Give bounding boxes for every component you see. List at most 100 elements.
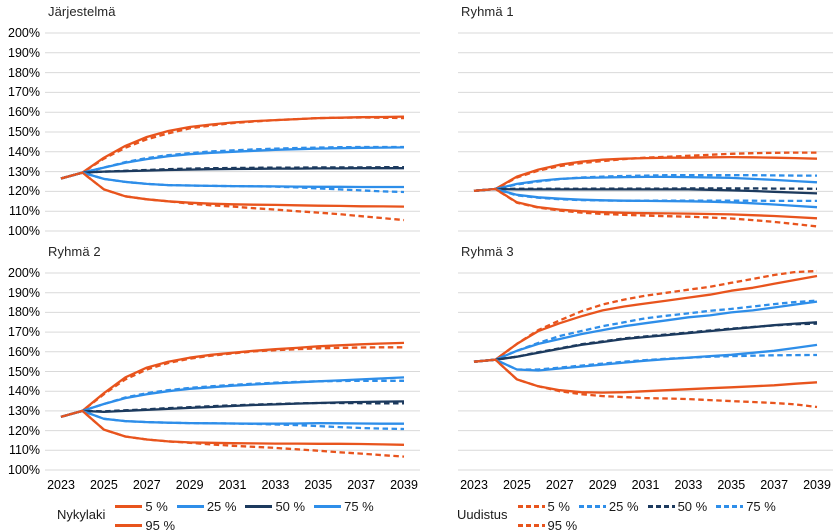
series-line-uudistus-75-: [60, 145, 404, 180]
legend-item-uudistus-95: 95 %: [517, 518, 578, 532]
legend-item-label: 75 %: [344, 499, 374, 514]
y-tick-label: 190%: [8, 45, 40, 60]
legend-swatch-dashed: [716, 505, 744, 508]
x-tick-label: 2035: [717, 478, 746, 492]
y-tick-label: 130%: [8, 164, 40, 179]
legend-item-uudistus-5: 5 %: [517, 499, 570, 514]
y-tick-label: 120%: [8, 423, 40, 438]
legend-item-nykylaki-50: 50 %: [245, 499, 305, 514]
chart-ryhma-2: Ryhmä 2: [45, 240, 420, 472]
series-line-uudistus-5-: [60, 409, 405, 458]
x-tick-label: 2035: [304, 478, 333, 492]
x-tick-label: 2029: [588, 478, 617, 492]
x-tick-label: 2025: [89, 478, 118, 492]
y-tick-label: 100%: [8, 224, 40, 238]
legend-item-uudistus-50: 50 %: [647, 499, 708, 514]
series-line-nykylaki-5-: [473, 358, 818, 394]
x-tick-label: 2039: [390, 478, 418, 492]
plot-jarjestelma: [45, 32, 420, 232]
legend-items-nykylaki: 5 % 25 % 50 % 75 % 95 %: [115, 495, 433, 532]
legend-item-label: 95 %: [547, 518, 578, 532]
legend-swatch-solid: [245, 505, 273, 508]
chart-title: Ryhmä 3: [461, 244, 514, 259]
legend-item-nykylaki-95: 95 %: [115, 518, 175, 532]
y-tick-label: 170%: [8, 325, 40, 340]
legend-item-nykylaki-25: 25 %: [176, 499, 237, 514]
y-tick-label: 120%: [8, 184, 40, 199]
plot-ryhma-3: [458, 269, 833, 471]
y-tick-label: 110%: [8, 443, 40, 458]
y-tick-label: 150%: [8, 364, 40, 379]
legend-item-label: 25 %: [608, 499, 639, 514]
series-line-nykylaki-50-: [60, 167, 404, 180]
x-tick-label: 2025: [502, 478, 531, 492]
legend-item-nykylaki-5: 5 %: [115, 499, 168, 514]
legend-swatch-dashed: [647, 505, 675, 508]
legend-item-uudistus-75: 75 %: [716, 499, 776, 514]
chart-title: Järjestelmä: [48, 4, 116, 19]
series-line-uudistus-50-: [473, 187, 818, 192]
x-tick-label: 2023: [460, 478, 488, 492]
legend-swatch-solid: [115, 505, 143, 508]
series-line-uudistus-25-: [473, 187, 817, 203]
y-tick-label: 140%: [8, 144, 40, 159]
series-line-nykylaki-5-: [473, 187, 818, 220]
x-tick-label: 2039: [803, 478, 831, 492]
legend-item-uudistus-25: 25 %: [578, 499, 639, 514]
legend-item-label: 25 %: [206, 499, 237, 514]
legend-swatch-solid: [314, 505, 342, 508]
legend-scenario-label: Nykylaki: [57, 506, 106, 522]
legend-scenario-label: Uudistus: [456, 506, 508, 522]
legend-item-label: 5 %: [547, 499, 570, 514]
legend-group-nykylaki: Nykylaki 5 % 25 % 50 % 75 % 95 %: [57, 495, 433, 532]
legend-item-label: 5 %: [145, 499, 168, 514]
x-tick-label: 2031: [631, 478, 660, 492]
series-line-uudistus-5-: [60, 171, 405, 222]
series-line-uudistus-25-: [473, 353, 818, 371]
y-tick-label: 200%: [8, 266, 40, 280]
series-line-uudistus-5-: [473, 358, 818, 409]
series-line-nykylaki-75-: [473, 300, 818, 363]
plot-ryhma-1: [458, 32, 833, 232]
legend-swatch-solid: [115, 524, 143, 527]
y-tick-label: 110%: [8, 204, 40, 219]
y-tick-label: 140%: [8, 384, 40, 399]
legend-swatch-dashed: [517, 524, 545, 527]
legend-item-label: 50 %: [275, 499, 306, 514]
series-line-nykylaki-5-: [60, 171, 405, 208]
x-tick-label: 2031: [218, 478, 247, 492]
y-tick-label: 170%: [8, 85, 40, 100]
legend-items-uudistus: 5 % 25 % 50 % 75 % 95 %: [517, 495, 835, 532]
series-line-uudistus-25-: [60, 409, 405, 431]
y-tick-label: 160%: [8, 105, 40, 120]
chart-ryhma-3: Ryhmä 3: [458, 240, 833, 472]
y-tick-label: 150%: [8, 125, 40, 139]
legend-swatch-solid: [176, 505, 204, 508]
series-line-uudistus-50-: [60, 166, 404, 180]
legend-swatch-dashed: [517, 505, 545, 508]
y-tick-label: 200%: [8, 26, 40, 40]
y-tick-label: 130%: [8, 403, 40, 418]
chart-jarjestelma: Järjestelmä: [45, 0, 420, 240]
series-line-uudistus-25-: [60, 171, 405, 194]
series-line-uudistus-95-: [60, 116, 405, 180]
x-tick-label: 2037: [347, 478, 376, 492]
plot-ryhma-2: [45, 272, 420, 471]
series-line-uudistus-5-: [473, 187, 818, 228]
x-tick-label: 2027: [545, 478, 574, 492]
x-tick-label: 2033: [261, 478, 290, 492]
series-line-nykylaki-95-: [60, 341, 405, 418]
y-tick-label: 180%: [8, 305, 40, 320]
series-line-nykylaki-25-: [60, 171, 404, 189]
x-tick-label: 2027: [132, 478, 161, 492]
legend-group-uudistus: Uudistus 5 % 25 % 50 % 75 % 95 %: [457, 495, 835, 532]
series-line-uudistus-95-: [473, 151, 817, 192]
chart-title: Ryhmä 1: [461, 4, 514, 19]
legend-item-label: 50 %: [677, 499, 708, 514]
y-tick-label: 100%: [8, 463, 40, 477]
series-line-uudistus-50-: [473, 322, 818, 363]
legend-item-nykylaki-75: 75 %: [314, 499, 374, 514]
chart-title: Ryhmä 2: [48, 244, 101, 259]
chart-ryhma-1: Ryhmä 1: [458, 0, 833, 240]
